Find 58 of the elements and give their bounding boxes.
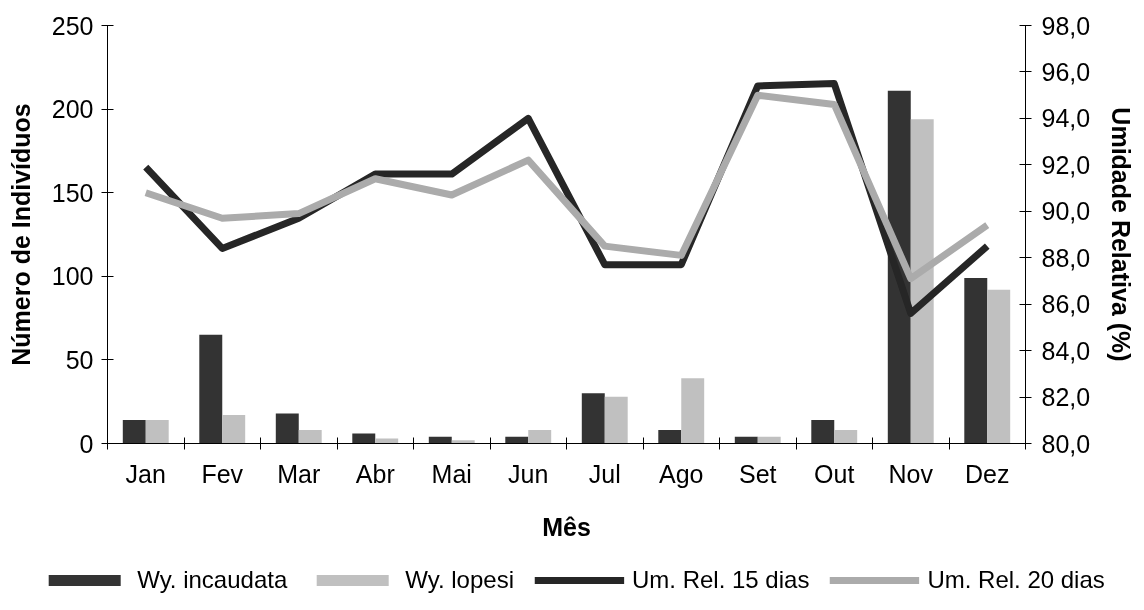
x-tick-label: Mar (277, 459, 321, 488)
bar (658, 430, 682, 444)
bar (604, 396, 628, 444)
bar (734, 436, 758, 444)
bar (910, 119, 934, 444)
x-tick-label: Jul (588, 459, 621, 488)
bar (375, 438, 399, 444)
legend-label: Um. Rel. 20 dias (927, 565, 1105, 594)
x-tick-label: Mai (431, 459, 472, 488)
bar (122, 420, 146, 444)
bar (505, 436, 529, 444)
legend-label: Um. Rel. 15 dias (631, 565, 810, 594)
y-tick-label: 250 (51, 11, 94, 40)
x-tick-label: Nov (888, 459, 934, 488)
bar (451, 440, 475, 444)
bar (528, 430, 552, 444)
x-axis-title: Mês (542, 512, 591, 541)
bar (352, 433, 376, 444)
y2-tick-label: 80,0 (1041, 429, 1091, 458)
bar (681, 378, 705, 444)
bar (222, 415, 246, 444)
bar (428, 436, 452, 444)
bar (811, 420, 835, 444)
bar (834, 430, 858, 444)
x-tick-label: Fev (201, 459, 244, 488)
y2-tick-label: 84,0 (1041, 336, 1091, 365)
bar (757, 436, 781, 444)
x-tick-label: Jun (508, 459, 549, 488)
bar (275, 413, 299, 444)
bar (298, 430, 322, 444)
y2-tick-label: 92,0 (1041, 150, 1091, 179)
y-axis-title: Número de Indivíduos (6, 103, 35, 366)
y2-tick-label: 82,0 (1041, 383, 1091, 412)
y2-tick-label: 90,0 (1041, 197, 1091, 226)
legend-label: Wy. lopesi (405, 565, 514, 594)
x-tick-label: Jan (125, 459, 166, 488)
bar (964, 277, 988, 444)
y2-tick-label: 96,0 (1041, 57, 1091, 86)
y2-tick-label: 98,0 (1041, 11, 1091, 40)
x-tick-label: Dez (965, 459, 1010, 488)
y-tick-label: 50 (65, 345, 94, 374)
y-tick-label: 0 (79, 429, 94, 458)
bar (987, 289, 1011, 444)
y-tick-label: 150 (51, 178, 94, 207)
y2-axis-title: Umidade Relativa (%) (1107, 107, 1136, 362)
x-tick-label: Ago (659, 459, 704, 488)
x-tick-label: Set (738, 459, 777, 488)
y2-tick-label: 94,0 (1041, 104, 1091, 133)
bar (581, 393, 605, 444)
bar (199, 334, 223, 444)
x-tick-label: Out (814, 459, 855, 488)
y-tick-label: 200 (51, 95, 94, 124)
y-tick-label: 100 (51, 262, 94, 291)
y2-tick-label: 88,0 (1041, 243, 1091, 272)
bar (145, 420, 169, 444)
legend-label: Wy. incaudata (137, 565, 288, 594)
y2-tick-label: 86,0 (1041, 290, 1091, 319)
x-tick-label: Abr (355, 459, 395, 488)
